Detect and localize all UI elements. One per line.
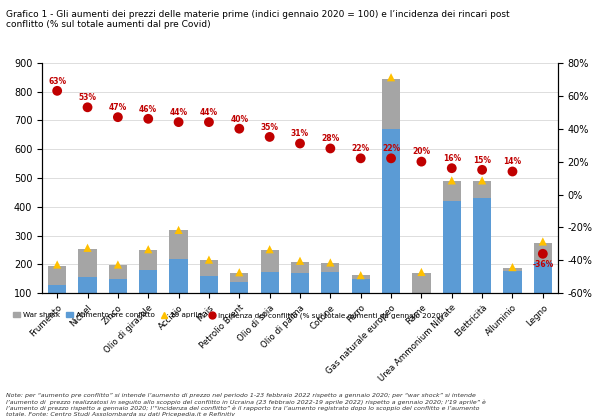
Bar: [260, 250, 279, 272]
Bar: [321, 272, 340, 293]
Bar: [534, 261, 552, 293]
Bar: [48, 266, 66, 285]
Bar: [79, 248, 97, 277]
Text: Grafico 1 - Gli aumenti dei prezzi delle materie prime (indici gennaio 2020 = 10: Grafico 1 - Gli aumenti dei prezzi delle…: [6, 10, 509, 19]
Bar: [200, 276, 218, 293]
Bar: [473, 198, 491, 293]
Point: [478, 177, 487, 184]
Bar: [139, 270, 157, 293]
Text: 28%: 28%: [321, 134, 340, 143]
Bar: [200, 260, 218, 276]
Point: [538, 251, 548, 257]
Point: [295, 140, 305, 147]
Point: [356, 155, 365, 162]
Bar: [109, 279, 127, 293]
Text: 47%: 47%: [109, 103, 127, 112]
Point: [83, 104, 92, 111]
Text: 22%: 22%: [382, 144, 400, 153]
Bar: [260, 272, 279, 293]
Point: [508, 264, 517, 270]
Bar: [503, 268, 521, 271]
Bar: [443, 181, 461, 201]
Bar: [352, 279, 370, 293]
Text: 15%: 15%: [473, 156, 491, 165]
Bar: [382, 79, 400, 129]
Text: 14%: 14%: [503, 157, 521, 166]
Point: [447, 177, 457, 184]
Bar: [412, 273, 431, 293]
Bar: [230, 273, 248, 282]
Bar: [473, 181, 491, 198]
Point: [265, 246, 274, 253]
Point: [113, 114, 122, 121]
Point: [326, 259, 335, 266]
Bar: [382, 129, 400, 293]
Point: [204, 119, 214, 125]
Point: [52, 261, 62, 268]
Bar: [169, 230, 188, 259]
Text: -36%: -36%: [532, 260, 553, 269]
Point: [295, 257, 305, 264]
Point: [52, 88, 62, 94]
Text: conflitto (% sul totale aumenti dal pre Covid): conflitto (% sul totale aumenti dal pre …: [6, 20, 211, 29]
Text: 22%: 22%: [352, 144, 370, 153]
Text: 44%: 44%: [170, 108, 188, 117]
Point: [143, 116, 153, 122]
Bar: [291, 273, 309, 293]
Point: [235, 125, 244, 132]
Point: [416, 269, 426, 275]
Text: 63%: 63%: [48, 77, 66, 85]
Point: [386, 74, 396, 80]
Bar: [291, 261, 309, 273]
Point: [204, 256, 214, 263]
Point: [326, 145, 335, 152]
Text: Note: per “aumento pre conflitto” si intende l’aumento di prezzo nel periodo 1-2: Note: per “aumento pre conflitto” si int…: [6, 393, 486, 417]
Text: 53%: 53%: [79, 93, 97, 102]
Point: [447, 165, 457, 171]
Legend: War shock, Aumento pre conflitto, 19 aprile, Incidenza del conflitto (% sul tota: War shock, Aumento pre conflitto, 19 apr…: [10, 310, 446, 322]
Bar: [321, 263, 340, 272]
Text: 31%: 31%: [291, 129, 309, 138]
Text: 40%: 40%: [230, 114, 248, 124]
Point: [538, 238, 548, 245]
Point: [478, 166, 487, 173]
Bar: [443, 201, 461, 293]
Bar: [79, 277, 97, 293]
Point: [356, 272, 365, 279]
Text: 44%: 44%: [200, 108, 218, 117]
Text: 46%: 46%: [139, 105, 157, 114]
Point: [386, 155, 396, 162]
Point: [143, 246, 153, 253]
Bar: [503, 271, 521, 293]
Bar: [139, 250, 157, 270]
Text: 20%: 20%: [412, 147, 430, 156]
Point: [174, 119, 184, 125]
Bar: [534, 243, 552, 261]
Point: [235, 269, 244, 276]
Text: 35%: 35%: [260, 123, 278, 132]
Bar: [109, 265, 127, 279]
Text: 16%: 16%: [443, 154, 461, 163]
Point: [416, 158, 426, 165]
Bar: [48, 285, 66, 293]
Point: [174, 227, 184, 233]
Bar: [230, 282, 248, 293]
Bar: [352, 275, 370, 279]
Point: [83, 244, 92, 251]
Point: [508, 168, 517, 175]
Point: [113, 261, 122, 268]
Bar: [169, 259, 188, 293]
Point: [265, 134, 274, 140]
